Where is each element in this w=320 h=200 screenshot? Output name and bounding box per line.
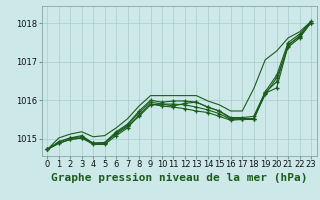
X-axis label: Graphe pression niveau de la mer (hPa): Graphe pression niveau de la mer (hPa) bbox=[51, 173, 308, 183]
